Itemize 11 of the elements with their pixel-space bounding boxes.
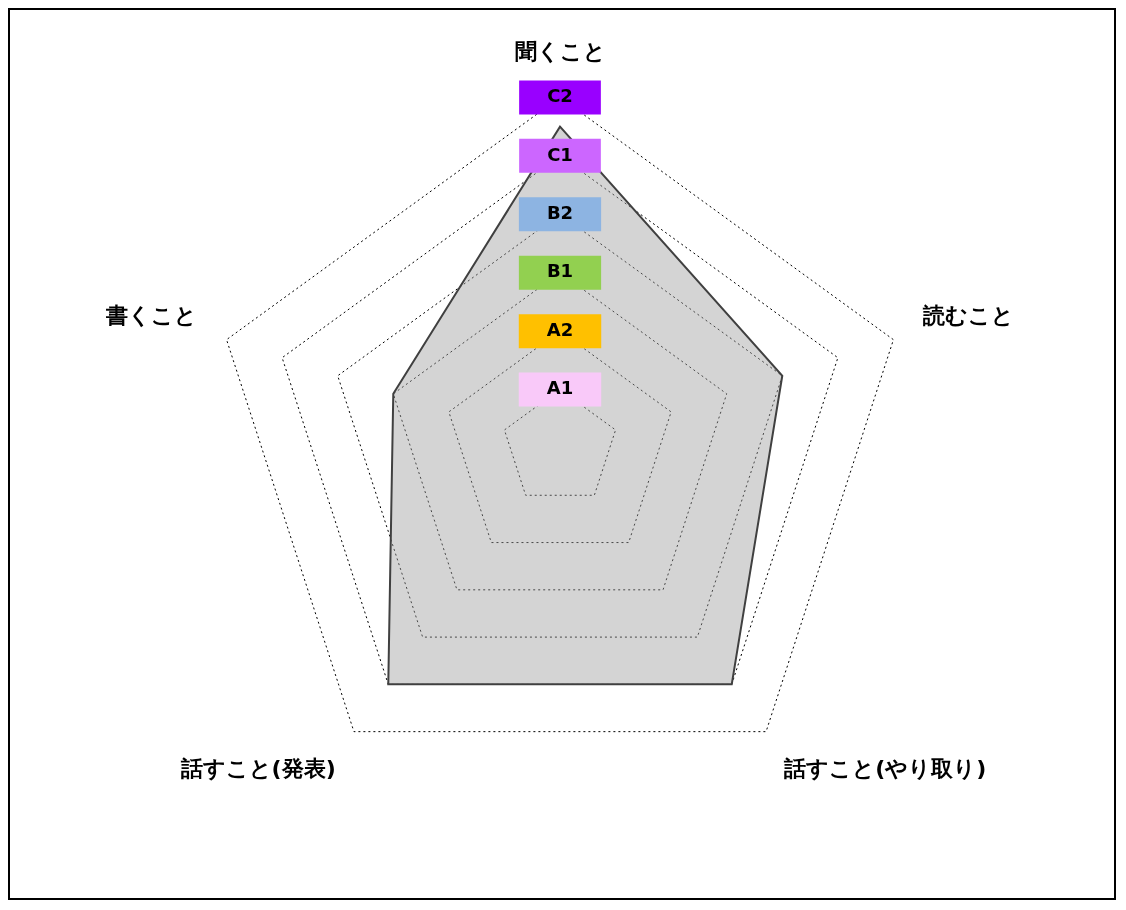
y-tick-label: A2 xyxy=(546,318,574,340)
spoke-label: 読むこと xyxy=(921,302,1014,328)
y-tick-label: C1 xyxy=(547,143,573,165)
y-tick-label: A1 xyxy=(546,377,574,399)
spoke-label: 話すこと(やり取り) xyxy=(783,755,987,781)
y-tick-label: B1 xyxy=(546,260,574,282)
spoke-label: 話すこと(発表) xyxy=(179,755,336,781)
spoke-label: 書くこと xyxy=(105,302,198,328)
spoke-label: 聞くこと xyxy=(514,38,606,64)
y-tick-label: B2 xyxy=(546,201,574,223)
y-tick-label: C2 xyxy=(547,85,573,107)
